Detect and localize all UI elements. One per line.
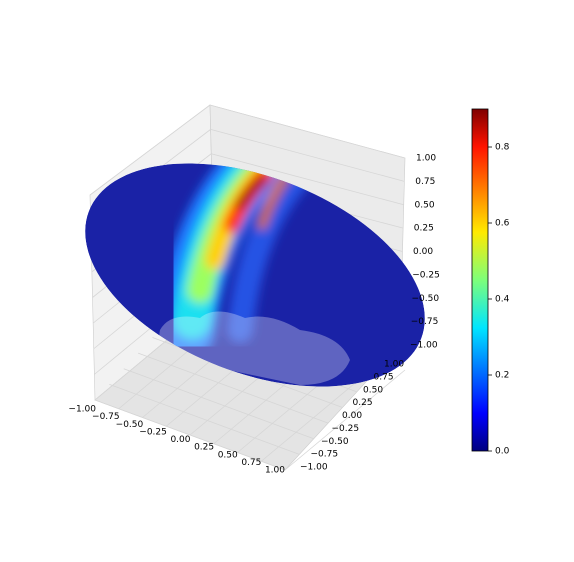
z-tick-label: −0.50 <box>412 294 440 304</box>
colorbar-tick-label: 0.4 <box>495 295 510 305</box>
y-tick-label: 0.50 <box>363 385 383 395</box>
colorbar-tick-label: 0.6 <box>495 219 510 229</box>
grid-line <box>209 104 406 159</box>
z-tick-label: −0.25 <box>412 270 440 280</box>
x-tick-label: 0.00 <box>170 435 190 445</box>
z-tick-label: 0.50 <box>415 200 435 210</box>
grid-line <box>284 369 406 471</box>
y-tick-label: 1.00 <box>384 360 404 370</box>
x-tick-label: −0.75 <box>92 412 120 422</box>
z-tick-label: 1.00 <box>416 154 436 164</box>
y-tick-label: −0.25 <box>332 424 360 434</box>
y-tick-label: −0.50 <box>321 437 349 447</box>
x-tick-label: 0.50 <box>218 450 238 460</box>
y-tick-label: 0.00 <box>342 411 362 421</box>
y-tick-label: −1.00 <box>300 463 328 473</box>
surface <box>85 138 425 387</box>
z-tick-label: −1.00 <box>410 341 438 351</box>
x-tick-label: 0.75 <box>241 458 261 468</box>
x-tick-label: −0.50 <box>116 420 144 430</box>
grid-line <box>211 153 404 206</box>
colorbar: 0.0 0.2 0.4 0.6 0.8 <box>471 108 510 457</box>
y-tick-label: −0.75 <box>311 450 339 460</box>
x-tick-label: −1.00 <box>68 405 96 415</box>
grid-line <box>137 352 329 424</box>
y-tick-label: 0.75 <box>374 372 394 382</box>
y-tick-label: 0.25 <box>353 398 373 408</box>
x-tick-label: −0.25 <box>139 427 167 437</box>
grid-line <box>123 368 314 440</box>
z-tick-label: 0.75 <box>415 177 435 187</box>
z-tick-label: 0.00 <box>413 247 433 257</box>
x-tick-label: 0.25 <box>194 443 214 453</box>
z-tick-label: −0.75 <box>411 317 439 327</box>
grid-line <box>210 128 405 182</box>
grid-line <box>109 383 300 455</box>
colorbar-tick-label: 0.8 <box>495 143 510 153</box>
colorbar-tick-label: 0.0 <box>495 447 510 457</box>
grid-line <box>89 104 211 196</box>
z-tick-label: 0.25 <box>414 224 434 234</box>
x-tick-label: 1.00 <box>265 466 285 476</box>
grid-line <box>94 399 286 471</box>
colorbar-tick-label: 0.2 <box>495 371 509 381</box>
